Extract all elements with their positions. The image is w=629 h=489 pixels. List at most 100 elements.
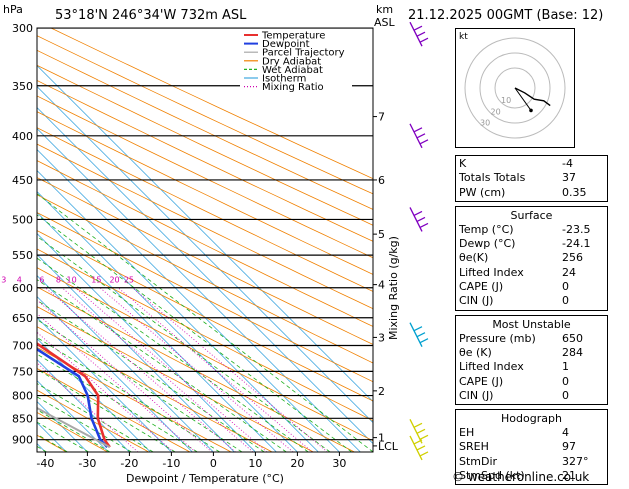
hodograph-trace bbox=[514, 87, 551, 107]
series-temperature bbox=[37, 342, 111, 448]
isotherm-line bbox=[37, 128, 361, 452]
dry-adiabat-line bbox=[37, 49, 373, 210]
legend-label: Dry Adiabat bbox=[262, 56, 321, 67]
row-label: K bbox=[459, 157, 467, 170]
wind-barb bbox=[409, 322, 429, 347]
hodograph-unit: kt bbox=[459, 32, 468, 42]
mixing-ratio-label: 15 bbox=[91, 276, 101, 285]
hodograph-ring-label: 10 bbox=[501, 96, 511, 105]
dry-adiabat-line bbox=[37, 389, 149, 452]
wet-adiabat-line bbox=[37, 279, 287, 452]
hodograph: kt 10 20 30 bbox=[455, 28, 575, 148]
dry-adiabat-line bbox=[50, 28, 373, 180]
isotherm-line bbox=[37, 170, 319, 452]
isotherm-line bbox=[37, 212, 277, 452]
row-label: Lifted Index bbox=[459, 360, 524, 374]
hodograph-ring bbox=[464, 37, 566, 139]
wind-barb-flag bbox=[419, 37, 429, 43]
wet-adiabat-line bbox=[37, 193, 373, 452]
row-label: CAPE (J) bbox=[459, 280, 504, 294]
mixing-ratio-line bbox=[61, 287, 254, 452]
axes: 1234681015202530035040045050055060065070… bbox=[1, 22, 399, 470]
row-value: 0.35 bbox=[562, 185, 587, 199]
wind-barb-flag bbox=[413, 127, 423, 133]
km-axis-label: km bbox=[376, 3, 393, 16]
wind-barb-flag bbox=[416, 428, 426, 434]
table-row: CIN (J) 0 bbox=[459, 389, 604, 403]
isotherm-line bbox=[37, 317, 172, 452]
isotherm-line bbox=[37, 86, 373, 424]
sounding-series bbox=[37, 342, 111, 448]
pressure-tick-label: 800 bbox=[12, 390, 33, 403]
row-label: CIN (J) bbox=[459, 294, 494, 308]
row-label: StmDir bbox=[459, 454, 498, 468]
pressure-tick-label: 400 bbox=[12, 130, 33, 143]
mixing-ratio-label: 6 bbox=[39, 276, 44, 285]
row-value: 327° bbox=[562, 454, 589, 468]
temperature-tick-label: 30 bbox=[332, 457, 346, 470]
row-value: 284 bbox=[562, 345, 583, 359]
mixing-ratio-label: 3 bbox=[1, 276, 6, 285]
row-label: Pressure (mb) bbox=[459, 331, 536, 345]
wind-barb bbox=[409, 418, 429, 444]
hodograph-ring-label: 20 bbox=[491, 107, 501, 116]
isotherm-line bbox=[37, 338, 151, 452]
indices-panel: K -4 Totals Totals 37 PW (cm) 0.35 Surface Te… bbox=[455, 155, 608, 489]
row-value: 4 bbox=[562, 426, 569, 440]
pressure-tick-label: 700 bbox=[12, 340, 33, 353]
table-row: Dewp (°C) -24.1 bbox=[459, 237, 604, 251]
row-value: -4 bbox=[562, 157, 573, 170]
mixing-ratio-axis-label: Mixing Ratio (g/kg) bbox=[387, 236, 400, 340]
table-row: StmSpd (kt) 21 bbox=[459, 469, 604, 483]
mixing-ratio-label: 25 bbox=[124, 276, 134, 285]
row-label: CAPE (J) bbox=[459, 374, 504, 388]
series-parcel-trajectory bbox=[37, 406, 111, 448]
pressure-tick-label: 350 bbox=[12, 80, 33, 93]
row-value: 37 bbox=[562, 171, 576, 185]
pressure-tick-label: 300 bbox=[12, 22, 33, 35]
dry-adiabat-line bbox=[37, 127, 373, 292]
mixing-ratio-label: 4 bbox=[17, 276, 22, 285]
dry-adiabat-line bbox=[37, 326, 273, 452]
dry-adiabat-line bbox=[37, 434, 67, 452]
wind-barb-flag bbox=[413, 210, 423, 217]
location-title: 53°18'N 246°34'W 732m ASL bbox=[55, 8, 247, 23]
legend-label: Mixing Ratio bbox=[262, 82, 324, 93]
table-row: θe (K) 284 bbox=[459, 346, 604, 360]
dry-adiabat-line bbox=[37, 111, 373, 275]
wet-adiabat-line bbox=[37, 433, 68, 452]
isotherm-line bbox=[37, 422, 67, 452]
wind-barb-flag bbox=[416, 133, 426, 139]
isotherm-line bbox=[37, 296, 193, 452]
row-value: 256 bbox=[562, 251, 583, 265]
altitude-label: 5 bbox=[378, 228, 385, 241]
wind-barb bbox=[409, 123, 429, 149]
altitude-label: 1 bbox=[378, 432, 385, 445]
dry-adiabat-line bbox=[37, 35, 373, 195]
table-row: K -4 bbox=[459, 157, 604, 171]
pressure-tick-label: 450 bbox=[12, 174, 33, 187]
dry-adiabat-line bbox=[37, 95, 373, 259]
datetime-title: 21.12.2025 00GMT (Base: 12) bbox=[408, 8, 603, 23]
dry-adiabat-line bbox=[37, 194, 373, 364]
mixing-ratio-label: 8 bbox=[56, 276, 61, 285]
pressure-tick-label: 850 bbox=[12, 412, 33, 425]
wet-adiabat-line bbox=[37, 235, 331, 452]
wind-barbs bbox=[409, 21, 429, 461]
table-row: StmDir 327° bbox=[459, 455, 604, 469]
legend-label: Isotherm bbox=[262, 74, 306, 85]
asl-axis-label: ASL bbox=[374, 16, 396, 29]
table-row: Totals Totals 37 bbox=[459, 171, 604, 185]
wind-barb-flag bbox=[416, 31, 426, 37]
dry-adiabat-line bbox=[37, 64, 373, 226]
isotherm-line bbox=[37, 107, 373, 445]
storm-motion-vector bbox=[514, 87, 532, 111]
wet-adiabat-line bbox=[37, 319, 243, 452]
row-label: PW (cm) bbox=[459, 185, 506, 199]
legend-label: Dewpoint bbox=[262, 39, 310, 50]
hodograph-ring bbox=[479, 52, 551, 124]
wet-adiabat-line bbox=[37, 299, 265, 452]
x-axis-label: Dewpoint / Temperature (°C) bbox=[126, 472, 284, 485]
